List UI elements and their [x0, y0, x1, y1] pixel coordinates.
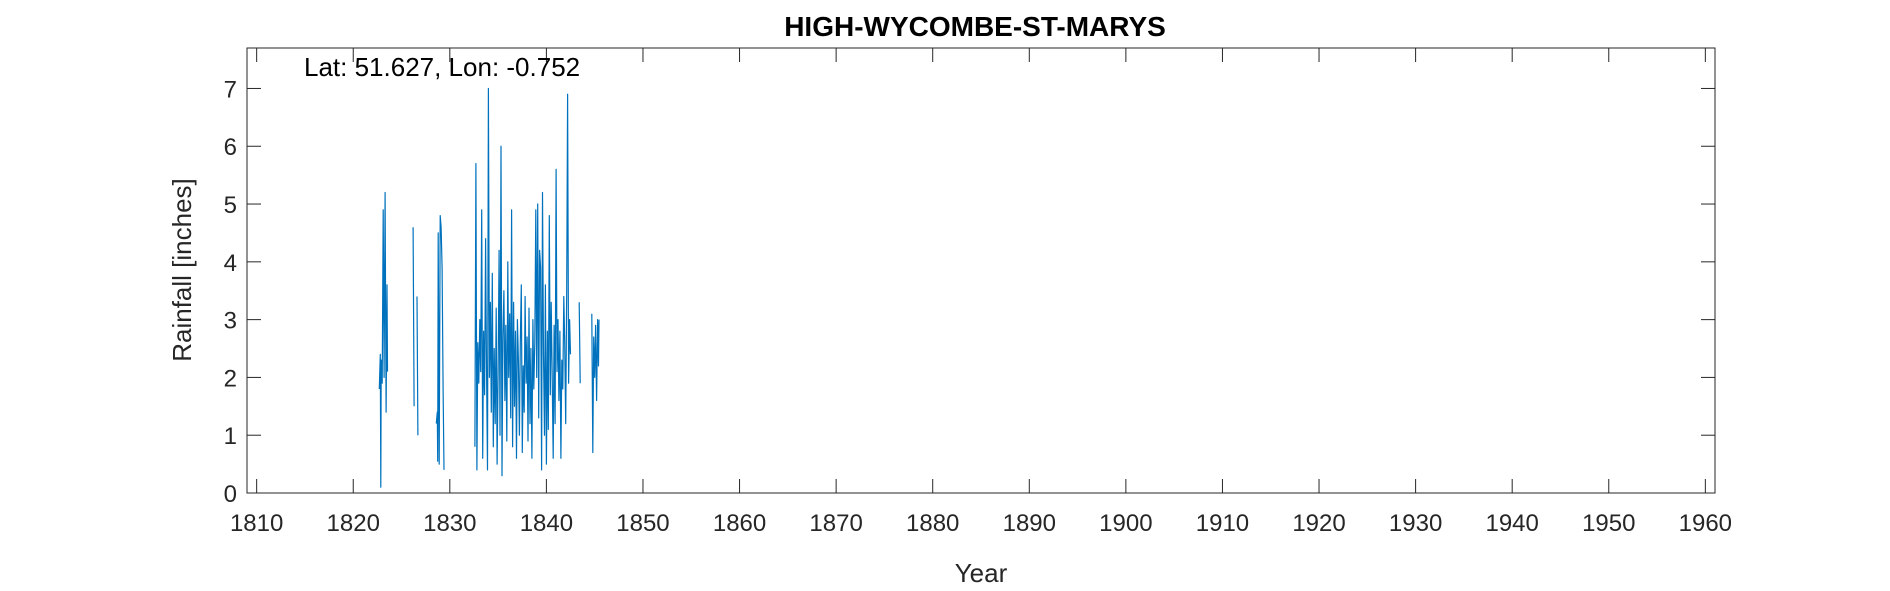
- location-annotation: Lat: 51.627, Lon: -0.752: [304, 52, 580, 82]
- series-line-segment: [578, 302, 581, 384]
- y-tick-label: 2: [224, 365, 237, 392]
- y-tick-label: 3: [224, 308, 237, 335]
- x-tick-label: 1930: [1389, 510, 1442, 537]
- y-tick-label: 1: [224, 423, 237, 450]
- series-line-segment: [378, 191, 389, 488]
- x-tick-label: 1940: [1485, 510, 1538, 537]
- x-tick-label: 1860: [713, 510, 766, 537]
- y-tick-label: 5: [224, 192, 237, 219]
- x-tick-label: 1880: [906, 510, 959, 537]
- rainfall-series: [378, 87, 600, 488]
- axis-ticks: [247, 48, 1715, 494]
- x-tick-label: 1910: [1196, 510, 1249, 537]
- y-axis-label: Rainfall [inches]: [167, 178, 197, 362]
- x-tick-label: 1840: [520, 510, 573, 537]
- x-tick-label: 1950: [1582, 510, 1635, 537]
- x-tick-label: 1820: [327, 510, 380, 537]
- series-line-segment: [412, 227, 415, 407]
- x-tick-label: 1850: [616, 510, 669, 537]
- plot-area: [246, 47, 1716, 494]
- x-tick-label: 1830: [423, 510, 476, 537]
- x-tick-label: 1890: [1003, 510, 1056, 537]
- y-tick-label: 4: [224, 250, 237, 277]
- x-tick-label: 1960: [1679, 510, 1732, 537]
- series-line-segment: [474, 87, 572, 477]
- series-line-segment: [435, 215, 445, 470]
- y-tick-label: 7: [224, 76, 237, 103]
- y-tick-labels: 0 1 2 3 4 5 6 7: [224, 76, 237, 508]
- x-tick-labels: 1810 1820 1830 1840 1850 1860 1870 1880 1890 1900…: [230, 510, 1732, 537]
- series-line-segment: [416, 296, 419, 436]
- x-axis-label: Year: [955, 558, 1008, 588]
- series-line-segment: [591, 313, 600, 454]
- x-tick-label: 1920: [1292, 510, 1345, 537]
- y-tick-label: 0: [224, 481, 237, 508]
- x-tick-label: 1810: [230, 510, 283, 537]
- chart-title: HIGH-WYCOMBE-ST-MARYS: [784, 11, 1166, 42]
- x-tick-label: 1870: [809, 510, 862, 537]
- x-tick-label: 1900: [1099, 510, 1152, 537]
- y-tick-label: 6: [224, 134, 237, 161]
